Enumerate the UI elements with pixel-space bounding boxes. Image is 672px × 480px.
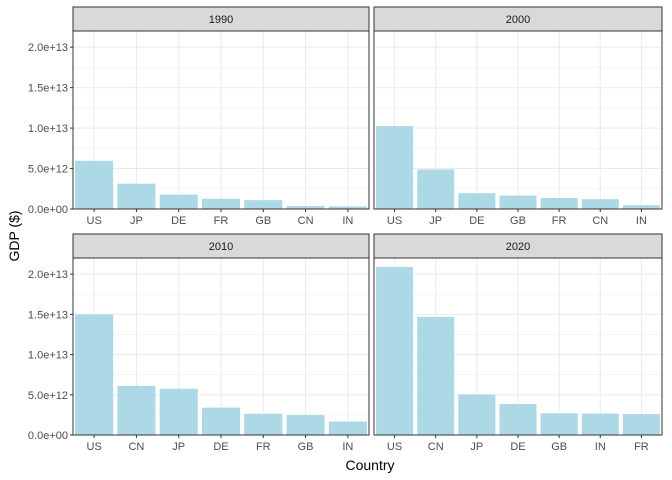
y-axis-title: GDP ($): [6, 210, 22, 261]
x-tick-label: DE: [171, 215, 186, 227]
facet-strip-label: 1990: [209, 14, 233, 26]
bar-1990-FR: [201, 198, 241, 209]
x-tick-label: FR: [552, 215, 567, 227]
x-tick-label: IN: [342, 441, 353, 453]
bar-1990-JP: [117, 183, 156, 209]
x-tick-label: FR: [634, 441, 649, 453]
y-tick-label: 1.0e+13: [28, 350, 68, 362]
bar-2020-FR: [622, 414, 660, 435]
x-tick-label: FR: [214, 215, 229, 227]
x-tick-label: JP: [172, 441, 185, 453]
x-tick-label: DE: [510, 441, 525, 453]
x-tick-label: DE: [469, 215, 484, 227]
x-tick-label: CN: [592, 215, 608, 227]
bar-1990-CN: [286, 206, 325, 209]
y-tick-label: 2.0e+13: [28, 269, 68, 281]
x-tick-label: US: [87, 215, 102, 227]
bar-2010-FR: [244, 413, 283, 435]
y-tick-label: 2.0e+13: [28, 42, 68, 54]
x-tick-label: GB: [551, 441, 567, 453]
facet-panel-1990: 1990 US JP DE FR GB CN IN 0.0e+00 5.0e+12 1.0e+13 1…: [28, 6, 370, 227]
bar-2010-IN: [328, 421, 367, 435]
facet-strip: [373, 233, 663, 259]
bar-2020-CN: [417, 316, 455, 435]
facet-strip: [72, 6, 370, 32]
facet-strip-label: 2010: [209, 241, 233, 253]
x-tick-label: GB: [255, 215, 271, 227]
facet-strip-label: 2020: [506, 241, 530, 253]
x-tick-label: JP: [130, 215, 143, 227]
x-tick-label: DE: [213, 441, 228, 453]
bar-2000-US: [376, 126, 414, 209]
bar-1990-IN: [328, 206, 367, 209]
y-tick-label: 5.0e+12: [28, 164, 68, 176]
x-tick-label: CN: [428, 441, 444, 453]
x-axis-title: Country: [345, 457, 394, 473]
y-tick-label: 1.5e+13: [28, 309, 68, 321]
facet-strip-label: 2000: [506, 14, 530, 26]
bar-2000-DE: [458, 193, 496, 209]
bar-2010-DE: [201, 407, 241, 435]
x-tick-label: CN: [128, 441, 144, 453]
facet-panel-2010: 2010 US CN JP DE FR GB IN 0.0e+00 5.0e+12 1.0e+13 1…: [28, 233, 370, 453]
x-tick-label: IN: [595, 441, 606, 453]
x-tick-label: IN: [342, 215, 353, 227]
bar-2020-US: [376, 266, 414, 435]
bar-2000-CN: [581, 199, 619, 209]
bar-1990-GB: [244, 200, 283, 209]
bar-2020-IN: [581, 413, 619, 435]
bar-2020-GB: [540, 413, 578, 435]
x-tick-label: CN: [298, 215, 314, 227]
y-tick-label: 5.0e+12: [28, 390, 68, 402]
x-tick-label: JP: [470, 441, 483, 453]
bar-2000-FR: [540, 197, 578, 209]
x-tick-label: GB: [298, 441, 314, 453]
bar-2010-US: [75, 314, 114, 435]
x-tick-label: US: [87, 441, 102, 453]
x-tick-label: GB: [510, 215, 526, 227]
bar-2010-CN: [117, 386, 156, 435]
x-tick-label: IN: [636, 215, 647, 227]
y-tick-label: 0.0e+00: [28, 204, 68, 216]
y-tick-label: 0.0e+00: [28, 430, 68, 442]
x-tick-label: US: [387, 215, 402, 227]
x-tick-label: FR: [256, 441, 271, 453]
x-tick-label: JP: [429, 215, 442, 227]
y-tick-label: 1.0e+13: [28, 123, 68, 135]
bar-2010-JP: [159, 388, 198, 435]
facet-panel-2000: 2000 US JP DE GB FR CN IN: [373, 6, 663, 227]
facet-strip: [72, 233, 370, 259]
facet-panel-2020: 2020 US CN JP DE GB IN FR: [373, 233, 663, 453]
bar-2020-JP: [458, 394, 496, 435]
bar-1990-US: [75, 160, 114, 209]
facet-strip: [373, 6, 663, 32]
bar-2020-DE: [499, 404, 537, 435]
bar-2000-JP: [417, 169, 455, 209]
x-tick-label: US: [387, 441, 402, 453]
bar-2010-GB: [286, 415, 325, 435]
bar-2000-IN: [622, 205, 660, 209]
y-tick-label: 1.5e+13: [28, 83, 68, 95]
bar-1990-DE: [159, 194, 198, 209]
bar-2000-GB: [499, 195, 537, 209]
